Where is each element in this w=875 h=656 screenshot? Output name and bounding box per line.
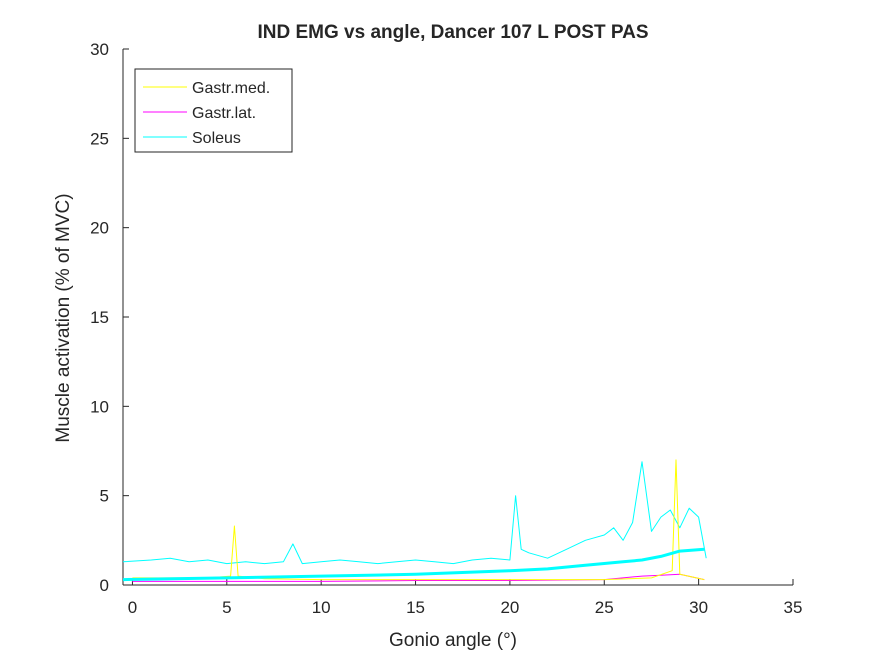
x-tick-label-5: 25 [595, 598, 614, 617]
legend: Gastr.med. Gastr.lat. Soleus [134, 68, 293, 153]
legend-label-gastr-lat: Gastr.lat. [192, 105, 256, 122]
x-tick-label-7: 35 [784, 598, 803, 617]
x-tick-label-4: 20 [500, 598, 519, 617]
y-tick-label-2: 10 [90, 397, 109, 416]
x-tick-label-2: 10 [312, 598, 331, 617]
legend-label-gastr-med: Gastr.med. [192, 80, 270, 97]
y-tick-label-1: 5 [100, 487, 109, 506]
x-tick-label-1: 5 [222, 598, 231, 617]
series-line-2 [122, 461, 707, 565]
chart-title: IND EMG vs angle, Dancer 107 L POST PAS [257, 22, 648, 43]
legend-label-soleus: Soleus [192, 130, 241, 147]
x-tick-label-3: 15 [406, 598, 425, 617]
legend-box [134, 68, 293, 153]
y-tick-label-0: 0 [100, 576, 109, 595]
series-layer [122, 459, 707, 582]
y-tick-label-3: 15 [90, 308, 109, 327]
x-axis-label: Gonio angle (°) [389, 630, 517, 651]
y-tick-label-4: 20 [90, 219, 109, 238]
x-tick-label-6: 30 [689, 598, 708, 617]
y-tick-label-5: 25 [90, 129, 109, 148]
y-tick-label-6: 30 [90, 40, 109, 59]
y-axis-label: Muscle activation (% of MVC) [53, 193, 74, 442]
series-line-3 [122, 547, 705, 582]
axes: 0 5 10 15 20 25 30 35 0 5 10 15 20 25 30 [90, 40, 802, 617]
x-tick-label-0: 0 [128, 598, 137, 617]
